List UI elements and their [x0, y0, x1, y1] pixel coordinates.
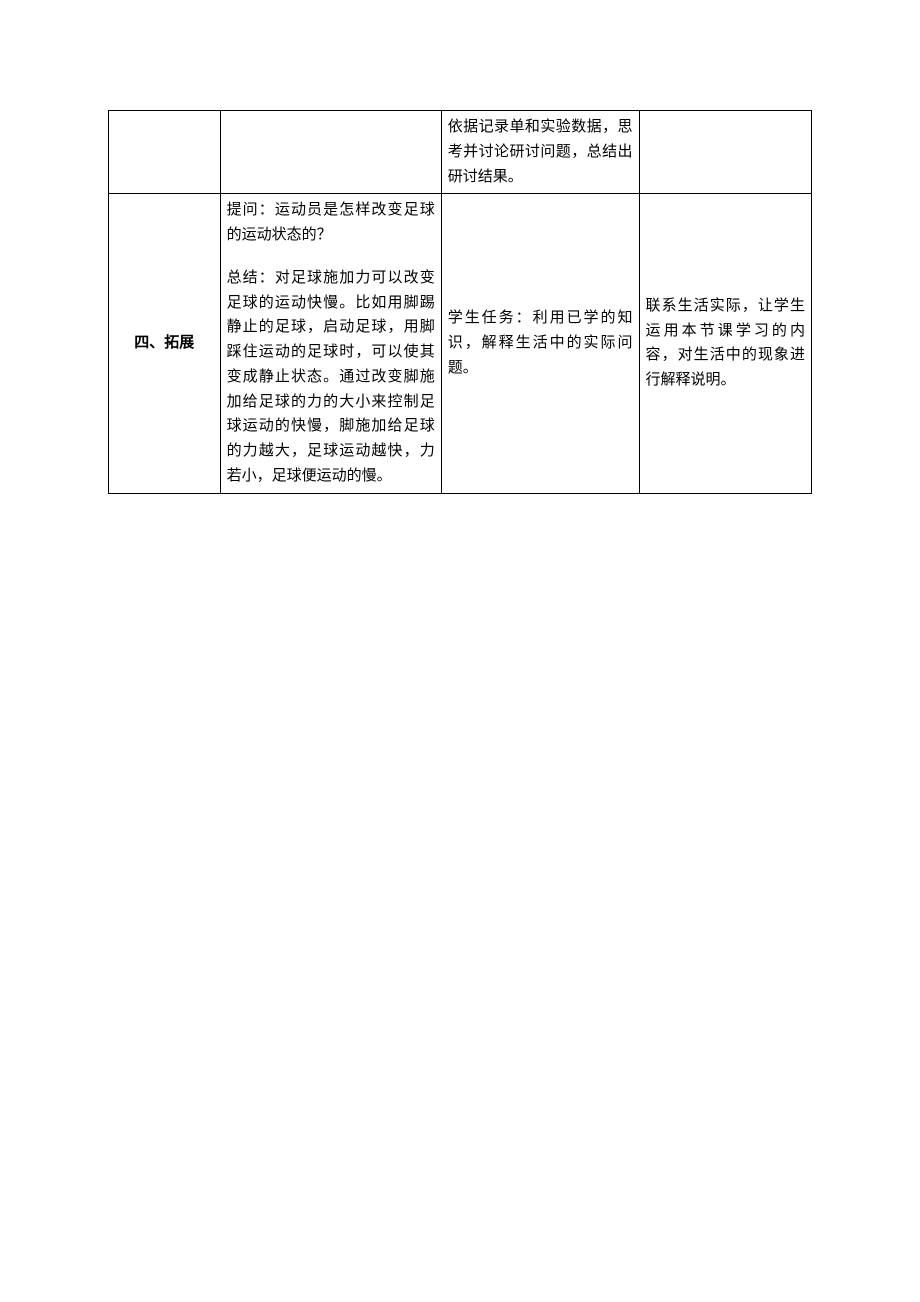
cell-section-title: 四、拓展 [109, 194, 221, 493]
cell-student-activity: 学生任务：利用已学的知识，解释生活中的实际问题。 [441, 194, 639, 493]
cell-design-intent [639, 111, 811, 194]
cell-teacher-activity: 提问：运动员是怎样改变足球的运动状态的？ 总结：对足球施加力可以改变足球的运动快… [220, 194, 441, 493]
lesson-plan-table: 依据记录单和实验数据，思考并讨论研讨问题，总结出研讨结果。 四、拓展 提问：运动… [108, 110, 812, 494]
paragraph-summary: 总结：对足球施加力可以改变足球的运动快慢。比如用脚踢静止的足球，启动足球，用脚踩… [227, 266, 435, 489]
cell-section-title [109, 111, 221, 194]
table-row: 依据记录单和实验数据，思考并讨论研讨问题，总结出研讨结果。 [109, 111, 812, 194]
paragraph-question: 提问：运动员是怎样改变足球的运动状态的？ [227, 198, 435, 248]
cell-teacher-activity [220, 111, 441, 194]
table-row: 四、拓展 提问：运动员是怎样改变足球的运动状态的？ 总结：对足球施加力可以改变足… [109, 194, 812, 493]
cell-design-intent: 联系生活实际，让学生运用本节课学习的内容，对生活中的现象进行解释说明。 [639, 194, 811, 493]
cell-student-activity: 依据记录单和实验数据，思考并讨论研讨问题，总结出研讨结果。 [441, 111, 639, 194]
